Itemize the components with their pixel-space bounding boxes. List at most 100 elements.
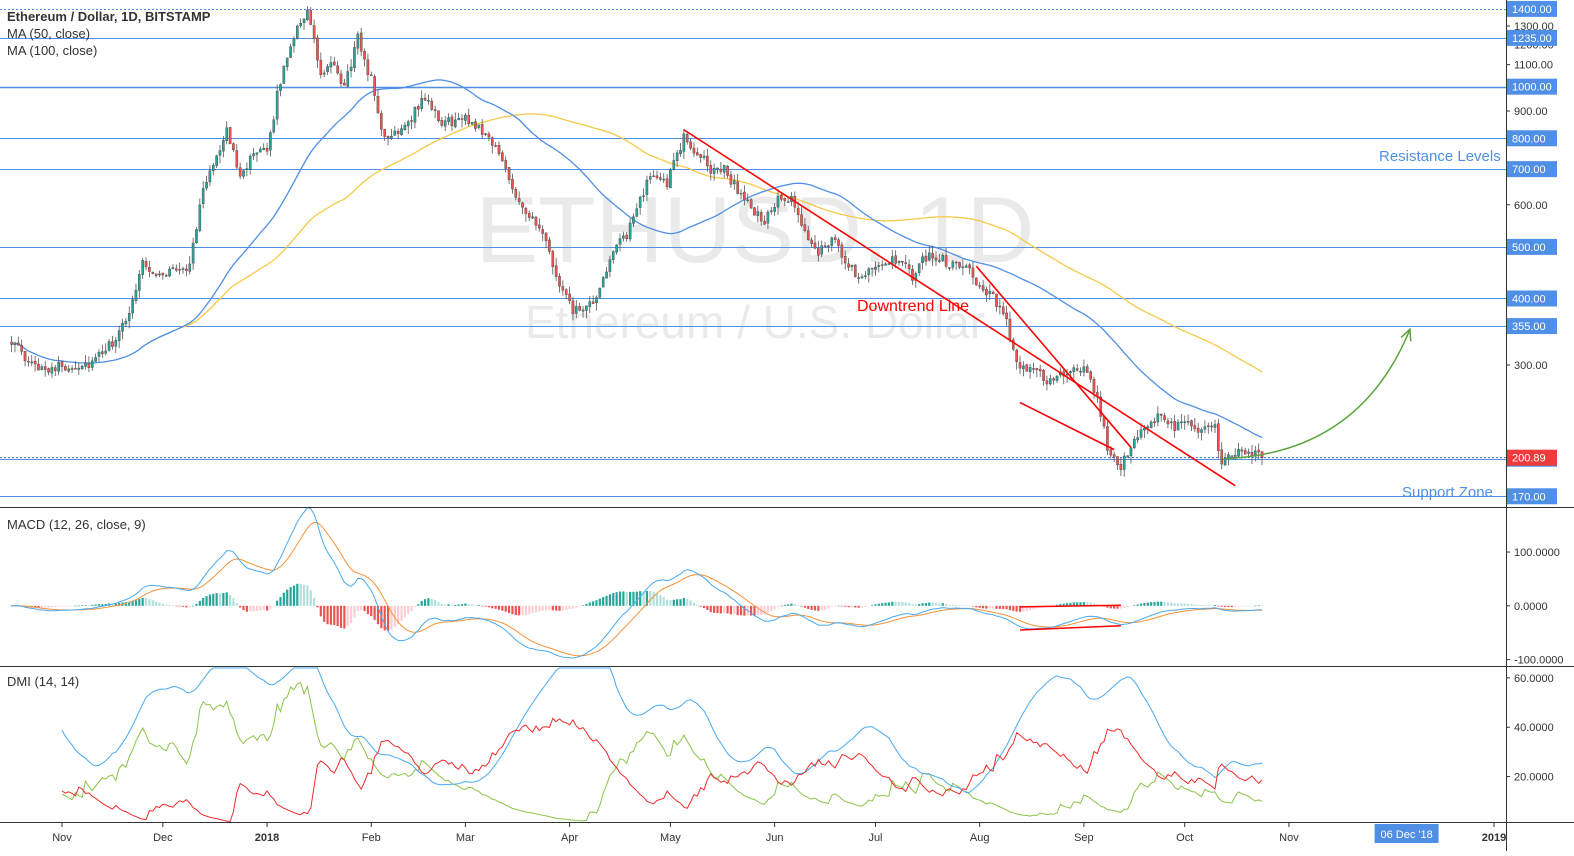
candle-down [27, 360, 30, 363]
macd-histogram-bar [642, 591, 645, 606]
last-price-label-bg [1507, 449, 1557, 466]
candle-down [904, 262, 908, 264]
price-level-label-1400.00: 1400.00 [1512, 4, 1552, 16]
macd-histogram-bar [1193, 604, 1196, 606]
candle-up [867, 268, 871, 275]
macd-histogram-bar [938, 603, 941, 606]
candle-down [450, 116, 454, 127]
macd-histogram-bar [676, 599, 679, 606]
macd-histogram-bar [1055, 604, 1059, 606]
macd-histogram-bar [897, 601, 901, 606]
macd-histogram-bar [403, 605, 406, 618]
macd-histogram-bar [319, 605, 322, 617]
macd-histogram-bar [672, 599, 675, 606]
macd-histogram-bar [622, 591, 625, 606]
candle-up [1186, 421, 1190, 423]
macd-histogram-bar [1025, 605, 1028, 611]
macd-histogram-bar [1106, 605, 1109, 608]
macd-histogram-bar [104, 603, 107, 606]
macd-histogram-bar [1116, 605, 1119, 609]
macd-histogram-bar [817, 605, 820, 611]
time-label-Jun: Jun [766, 832, 784, 844]
candle-down [490, 137, 494, 146]
legend-ma100[interactable]: MA (100, close) [7, 43, 97, 58]
candle-up [427, 99, 430, 102]
macd-histogram-bar [464, 603, 467, 606]
candle-up [820, 245, 823, 255]
candle-down [736, 181, 739, 194]
candle-up [164, 275, 168, 277]
macd-histogram-bar [692, 602, 696, 606]
macd-histogram-bar [400, 605, 403, 621]
axis-labels[interactable]: 1300.001200.001100.00900.00600.00300.001… [52, 0, 1564, 844]
candle-up [94, 357, 97, 362]
candle-down [907, 264, 911, 270]
candle-down [833, 237, 837, 240]
candle-up [181, 268, 185, 270]
macd-histogram-bar [343, 605, 346, 629]
candle-down [1045, 380, 1049, 385]
candle-up [608, 259, 612, 272]
macd-histogram-bar [719, 605, 722, 614]
macd-histogram-bar [329, 605, 333, 625]
macd-histogram-bar [444, 604, 447, 606]
candle-down [507, 167, 511, 181]
candle-up [1055, 375, 1059, 381]
macd-histogram-bar [134, 600, 138, 606]
candle-up [645, 179, 649, 195]
macd-histogram-bar [901, 602, 904, 606]
macd-histogram-bar [1069, 602, 1072, 606]
macd-histogram-bar [961, 605, 964, 607]
candle-down [1243, 450, 1247, 455]
watermark-description: Ethereum / U.S. Dollar [525, 296, 985, 348]
candle-down [934, 257, 938, 261]
candle-down [1119, 464, 1123, 470]
macd-histogram-bar [776, 605, 780, 608]
candle-down [665, 178, 669, 188]
candle-down [743, 191, 746, 201]
macd-histogram-bar [239, 605, 242, 608]
macd-histogram-bar [605, 595, 608, 606]
price-tick-1100.00: 1100.00 [1514, 60, 1553, 72]
legend-dmi[interactable]: DMI (14, 14) [7, 674, 79, 689]
macd-histogram-bar [111, 603, 114, 606]
macd-histogram-bar [84, 605, 87, 606]
candle-down [10, 341, 13, 345]
candle-up [769, 210, 773, 212]
macd-histogram-bar [1150, 602, 1153, 606]
candle-up [215, 155, 218, 166]
macd-histogram-bar [262, 605, 265, 611]
candle-up [776, 195, 780, 208]
candle-down [541, 229, 544, 234]
candle-down [706, 155, 709, 167]
candle-down [319, 59, 323, 76]
macd-histogram-bar [511, 605, 514, 615]
annotation-downtrend-line: Downtrend Line [857, 298, 969, 315]
macd-histogram-bar [948, 604, 951, 606]
symbol-title[interactable]: Ethereum / Dollar, 1D, BITSTAMP [7, 9, 211, 24]
candle-down [53, 367, 57, 372]
macd-histogram-bar [252, 605, 255, 612]
candle-down [380, 113, 383, 130]
candle-down [568, 293, 571, 301]
macd-histogram-bar [168, 605, 171, 606]
candle-up [248, 155, 252, 170]
legend-macd[interactable]: MACD (12, 26, close, 9) [7, 517, 146, 532]
candle-down [309, 10, 313, 25]
candle-down [376, 95, 380, 114]
macd-histogram-bar [928, 602, 931, 606]
legend-ma50[interactable]: MA (50, close) [7, 26, 90, 41]
candle-up [773, 206, 776, 212]
macd-histogram-bar [864, 605, 867, 607]
candle-down [780, 195, 783, 200]
macd-histogram-bar [723, 605, 726, 613]
macd-histogram-bar [417, 604, 420, 606]
candle-down [948, 267, 951, 269]
macd-histogram-bar [860, 605, 864, 608]
macd-histogram-bar [205, 596, 208, 606]
macd-histogram-bar [215, 593, 218, 606]
candle-down [423, 97, 427, 101]
candle-down [396, 130, 400, 134]
candle-up [349, 66, 353, 71]
macd-histogram-bar [232, 598, 235, 606]
